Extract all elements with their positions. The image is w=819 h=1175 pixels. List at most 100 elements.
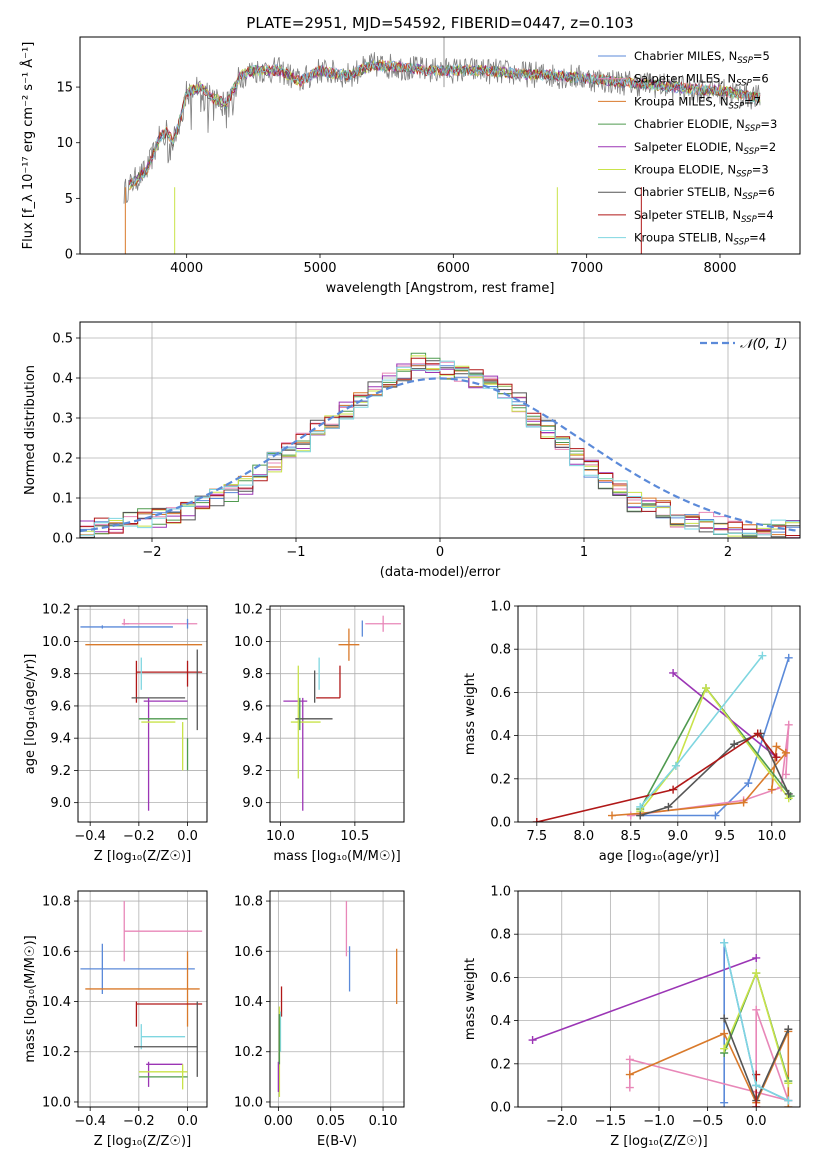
y-tick-label: 0.2 bbox=[490, 1057, 511, 1072]
plus-marker bbox=[752, 1103, 761, 1107]
y-tick-label: 9.6 bbox=[242, 699, 263, 714]
x-axis-label: mass [log₁₀(M/M☉)] bbox=[273, 849, 400, 864]
y-tick-label: 9.0 bbox=[50, 796, 71, 811]
mass-weight-line bbox=[630, 724, 790, 817]
residuals-frame bbox=[79, 321, 801, 539]
x-tick-label: 0 bbox=[436, 545, 444, 560]
y-tick-label: 10.6 bbox=[234, 945, 263, 960]
x-tick-label: 9.5 bbox=[714, 829, 735, 844]
legend-entry: 𝒩(0, 1) bbox=[740, 337, 787, 352]
plus-marker bbox=[669, 785, 678, 794]
legend-entry: Chabrier STELIB, NSSP=6 bbox=[634, 185, 775, 202]
mass-weight-vs-age-frame bbox=[517, 605, 801, 823]
plus-marker bbox=[720, 1098, 729, 1107]
x-tick-label: 10.5 bbox=[340, 829, 369, 844]
legend-entry: Kroupa MILES, NSSP=7 bbox=[634, 94, 761, 111]
y-tick-label: 9.8 bbox=[242, 667, 263, 682]
x-tick-label: 0.05 bbox=[316, 1114, 345, 1129]
spectrum-frame bbox=[79, 36, 801, 255]
plus-marker bbox=[720, 1044, 729, 1053]
x-tick-label: −0.2 bbox=[123, 1114, 155, 1129]
y-tick-label: 9.8 bbox=[50, 667, 71, 682]
y-tick-label: 0.4 bbox=[490, 729, 511, 744]
y-tick-label: 10.4 bbox=[42, 995, 71, 1010]
y-axis-label: mass weight bbox=[463, 673, 478, 755]
x-tick-label: −0.4 bbox=[74, 1114, 106, 1129]
y-tick-label: 0.2 bbox=[52, 452, 73, 467]
y-tick-label: 0.2 bbox=[490, 772, 511, 787]
y-tick-label: 0.8 bbox=[490, 643, 511, 658]
x-tick-label: −1.5 bbox=[595, 1114, 627, 1129]
mass-weight-line bbox=[536, 732, 778, 822]
mass-weight-vs-Z-series bbox=[528, 938, 793, 1107]
y-tick-label: 10.0 bbox=[42, 635, 71, 650]
y-tick-label: 0.8 bbox=[490, 928, 511, 943]
age-vs-mass-frame bbox=[269, 605, 405, 823]
spectrum-series bbox=[123, 37, 761, 254]
y-tick-label: 15 bbox=[56, 81, 73, 96]
x-tick-label: 5000 bbox=[303, 261, 336, 276]
y-tick-label: 0.0 bbox=[490, 816, 511, 831]
x-tick-label: 0.0 bbox=[177, 1114, 198, 1129]
spectrum-legend: Chabrier MILES, NSSP=5 Salpeter MILES, NS… bbox=[598, 49, 777, 248]
y-tick-label: 1.0 bbox=[490, 885, 511, 900]
chart-title: PLATE=2951, MJD=54592, FIBERID=0447, z=0… bbox=[246, 14, 633, 32]
mass-vs-EBV-axes: 0.00 0.05 0.10 10.0 10.2 10.4 10.6 10.8 E(B-V) bbox=[234, 891, 404, 1149]
x-tick-label: 4000 bbox=[170, 261, 203, 276]
y-axis-label: Flux [f_λ 10⁻¹⁷ erg cm⁻² s⁻¹ Å⁻¹] bbox=[20, 42, 36, 250]
mass-vs-Z-axes: −0.4 −0.2 0.0 10.0 10.2 10.4 10.6 10.8 Z [log₁₀(… bbox=[23, 891, 207, 1149]
x-tick-label: 6000 bbox=[437, 261, 470, 276]
y-tick-label: 9.4 bbox=[242, 732, 263, 747]
legend-entry: Salpeter STELIB, NSSP=4 bbox=[634, 208, 774, 225]
x-tick-label: 8.5 bbox=[620, 829, 641, 844]
x-tick-label: 10.0 bbox=[757, 829, 786, 844]
mass-weight-line bbox=[672, 672, 778, 758]
x-tick-label: −1.0 bbox=[643, 1114, 675, 1129]
age-vs-Z-errorbars bbox=[80, 618, 203, 811]
plus-marker bbox=[772, 742, 781, 751]
plus-marker bbox=[528, 1036, 537, 1045]
plus-marker bbox=[767, 785, 776, 794]
plus-marker bbox=[664, 802, 673, 811]
y-tick-label: 10.2 bbox=[234, 1045, 263, 1060]
plus-marker bbox=[720, 1029, 729, 1038]
mass-vs-Z-frame bbox=[77, 890, 208, 1108]
x-tick-label: 0.10 bbox=[369, 1114, 398, 1129]
y-tick-label: 10.8 bbox=[42, 895, 71, 910]
legend-entry: Kroupa STELIB, NSSP=4 bbox=[634, 231, 766, 248]
mass-weight-vs-Z-frame bbox=[517, 890, 801, 1108]
plus-marker bbox=[784, 1079, 793, 1088]
y-tick-label: 10.2 bbox=[42, 1045, 71, 1060]
plus-marker bbox=[784, 1096, 793, 1105]
plus-marker bbox=[625, 1083, 634, 1092]
y-tick-label: 10.2 bbox=[234, 603, 263, 618]
plus-marker bbox=[752, 969, 761, 978]
y-tick-label: 0.6 bbox=[490, 971, 511, 986]
mass-vs-EBV-frame bbox=[269, 890, 405, 1108]
plus-marker bbox=[720, 1014, 729, 1023]
plus-marker bbox=[752, 953, 761, 962]
plus-marker bbox=[608, 811, 616, 820]
plus-marker bbox=[626, 811, 635, 820]
age-vs-mass-errorbars bbox=[283, 615, 402, 811]
plus-marker bbox=[730, 740, 739, 749]
legend-entry: Kroupa ELODIE, NSSP=3 bbox=[634, 163, 769, 180]
x-tick-label: −1 bbox=[286, 545, 305, 560]
model-spectrum-line bbox=[129, 60, 761, 187]
plus-marker bbox=[784, 1025, 793, 1034]
plus-marker bbox=[625, 1070, 634, 1079]
y-tick-label: 9.2 bbox=[50, 764, 71, 779]
y-tick-label: 10.8 bbox=[234, 895, 263, 910]
x-tick-label: −2.0 bbox=[546, 1114, 578, 1129]
residuals-axes: −2 −1 0 1 2 0.0 0.1 0.2 0.3 0.4 0.5 (data-model)/er… bbox=[23, 322, 800, 580]
plus-marker bbox=[752, 1081, 761, 1090]
x-axis-label: Z [log₁₀(Z/Z☉)] bbox=[610, 1134, 707, 1149]
y-tick-label: 0.6 bbox=[490, 686, 511, 701]
y-tick-label: 10.0 bbox=[234, 1095, 263, 1110]
plus-marker bbox=[784, 789, 793, 798]
y-tick-label: 0.3 bbox=[52, 412, 73, 427]
legend-entry: Chabrier ELODIE, NSSP=3 bbox=[634, 117, 777, 134]
mass-weight-line bbox=[532, 957, 757, 1041]
x-tick-label: −0.4 bbox=[74, 829, 106, 844]
plus-marker bbox=[752, 1005, 761, 1014]
